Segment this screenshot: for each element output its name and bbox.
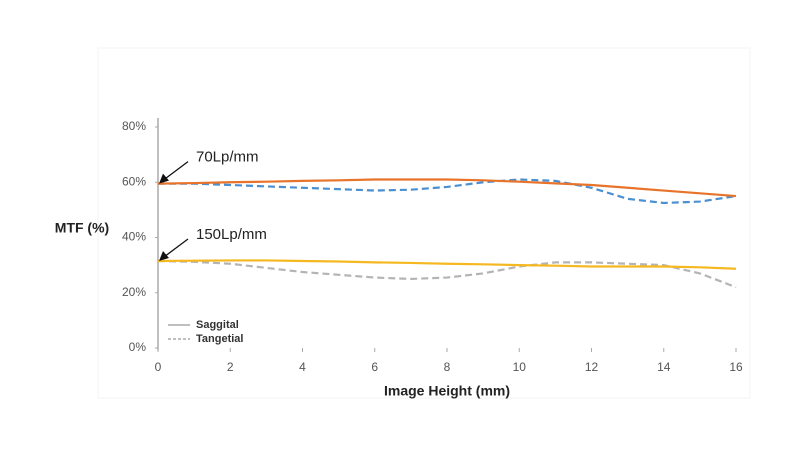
x-tick-label: 4	[299, 360, 306, 374]
x-tick-label: 8	[444, 360, 451, 374]
y-tick-label: 40%	[122, 230, 146, 244]
plot-frame	[97, 47, 751, 399]
y-tick-label: 60%	[122, 174, 146, 188]
x-tick-label: 6	[371, 360, 378, 374]
legend-label: Saggital	[196, 319, 239, 331]
legend-label: Tangetial	[196, 333, 243, 345]
series-line	[158, 178, 737, 205]
annotation-arrow	[163, 238, 189, 258]
series-line	[157, 259, 737, 289]
arrow-head	[159, 250, 169, 261]
x-tick-label: 2	[227, 360, 234, 374]
arrow-head	[159, 173, 169, 184]
x-tick-label: 0	[155, 360, 162, 374]
x-tick-label: 10	[513, 360, 527, 374]
annotation-text: 150Lp/mm	[196, 226, 267, 243]
y-axis-title: MTF (%)	[55, 220, 109, 236]
annotation-arrow	[163, 161, 189, 181]
x-tick-label: 14	[657, 360, 671, 374]
series-line	[157, 178, 737, 198]
y-tick-label: 80%	[122, 119, 146, 133]
x-axis-title: Image Height (mm)	[384, 383, 510, 399]
y-tick-label: 20%	[122, 285, 146, 299]
x-tick-label: 12	[585, 360, 599, 374]
annotation-text: 70Lp/mm	[196, 149, 259, 166]
x-tick-label: 16	[729, 360, 743, 374]
y-tick-label: 0%	[129, 340, 147, 354]
series-line	[157, 259, 737, 270]
